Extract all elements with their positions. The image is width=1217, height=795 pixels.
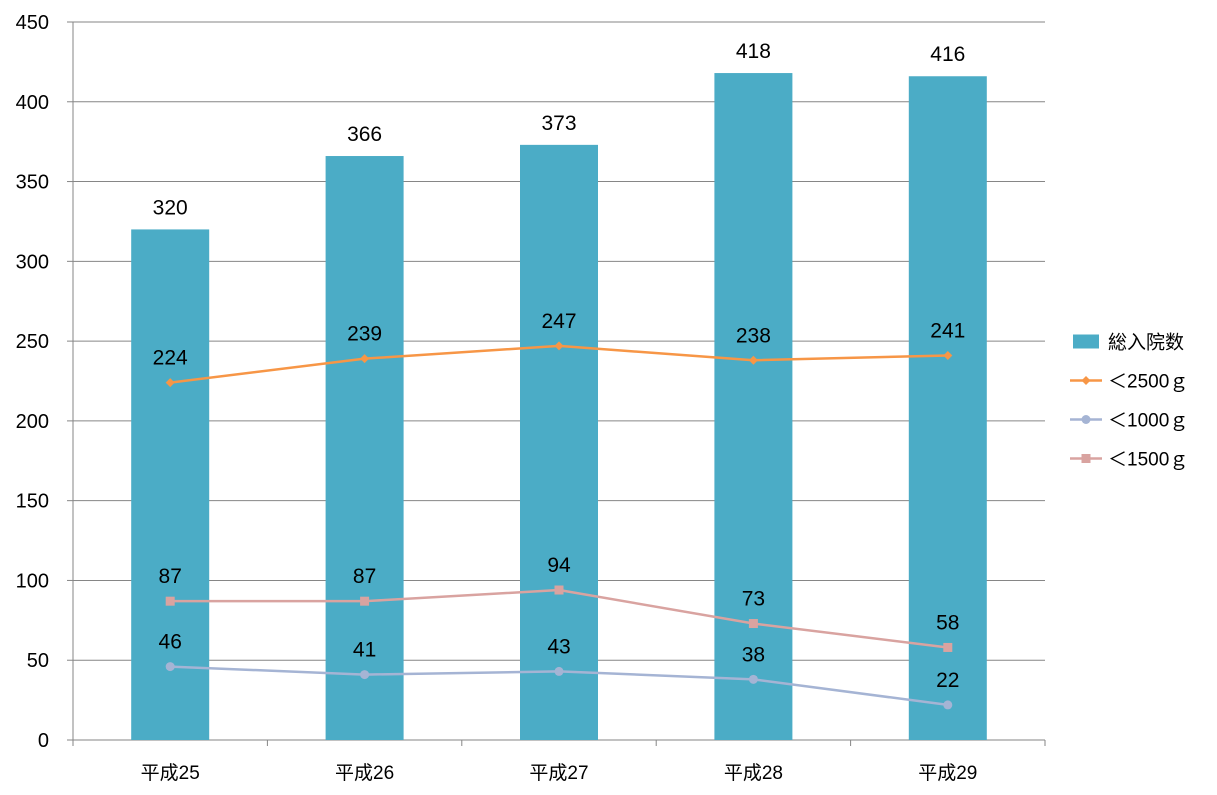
line-point <box>360 596 370 606</box>
axes: 0 50 100 150 200 250 300 350 400 450 平成25 平成26 平成27 平… <box>16 12 1046 784</box>
line-point <box>943 642 953 652</box>
bar <box>908 76 987 740</box>
y-tick-label: 100 <box>16 570 49 592</box>
line-data-label: 87 <box>159 565 182 588</box>
bar-data-label: 418 <box>736 40 771 63</box>
legend-item: ＜1500ｇ <box>1070 450 1188 471</box>
x-category-label: 平成27 <box>529 762 588 784</box>
line-point <box>1081 376 1091 385</box>
line-point <box>554 666 564 676</box>
line-series <box>165 341 953 710</box>
line-point <box>554 585 564 595</box>
line-point <box>943 700 953 710</box>
y-tick-label: 300 <box>16 251 49 273</box>
bar <box>131 229 210 740</box>
line-data-label: 22 <box>936 669 959 692</box>
line-point <box>1081 454 1091 463</box>
y-tick-label: 200 <box>16 411 49 433</box>
y-tick-label: 150 <box>16 491 49 513</box>
line-point <box>360 354 370 364</box>
bar-data-label: 416 <box>930 43 965 66</box>
line-data-label: 87 <box>353 565 376 588</box>
line-point <box>360 670 370 680</box>
line-point <box>554 341 564 351</box>
legend: 総入院数 ＜2500ｇ ＜1000ｇ ＜1500ｇ <box>1070 332 1188 471</box>
line-point <box>943 350 953 360</box>
line-data-label: 94 <box>547 554 571 577</box>
bar-data-label: 373 <box>541 112 576 135</box>
line-data-label: 238 <box>736 324 771 347</box>
x-category-label: 平成26 <box>335 762 394 784</box>
legend-swatch <box>1073 334 1099 349</box>
line-point <box>748 355 758 365</box>
line-data-label: 46 <box>159 631 182 654</box>
legend-item: 総入院数 <box>1073 332 1184 354</box>
y-tick-label: 50 <box>27 650 49 672</box>
line-data-label: 38 <box>742 643 765 666</box>
y-tick-label: 450 <box>16 12 49 34</box>
x-category-label: 平成28 <box>724 762 783 784</box>
legend-label: ＜2500ｇ <box>1108 372 1188 393</box>
line-data-label: 224 <box>153 347 188 370</box>
legend-item: ＜1000ｇ <box>1070 411 1188 432</box>
legend-item: ＜2500ｇ <box>1070 372 1188 393</box>
line-data-label: 247 <box>541 310 576 333</box>
bar-data-label: 366 <box>347 123 382 146</box>
bar-series <box>131 73 987 740</box>
line-point <box>165 596 175 606</box>
line-data-label: 41 <box>353 639 376 662</box>
bar-data-label: 320 <box>153 196 188 219</box>
bar <box>714 73 793 740</box>
line-point <box>1081 415 1091 424</box>
x-category-label: 平成29 <box>918 762 977 784</box>
data-labels: 320 366 373 418 416 224 239 247 238 241 46 41 43 38 22… <box>153 40 966 692</box>
y-tick-label: 350 <box>16 172 49 194</box>
line-point <box>165 662 175 672</box>
x-category-label: 平成25 <box>141 762 200 784</box>
line-data-label: 43 <box>547 635 570 658</box>
bar <box>325 156 404 740</box>
line-point <box>165 378 175 388</box>
legend-label: ＜1500ｇ <box>1108 450 1188 471</box>
line-data-label: 73 <box>742 588 765 611</box>
y-tick-label: 250 <box>16 331 49 353</box>
legend-label: ＜1000ｇ <box>1108 411 1188 432</box>
legend-label: 総入院数 <box>1108 332 1184 354</box>
line-point <box>748 674 758 684</box>
line-point <box>748 619 758 629</box>
y-tick-label: 400 <box>16 92 49 114</box>
y-tick-label: 0 <box>38 730 49 752</box>
bar <box>520 144 598 740</box>
line-data-label: 239 <box>347 323 382 346</box>
line-data-label: 241 <box>930 319 965 342</box>
line-data-label: 58 <box>936 611 959 634</box>
